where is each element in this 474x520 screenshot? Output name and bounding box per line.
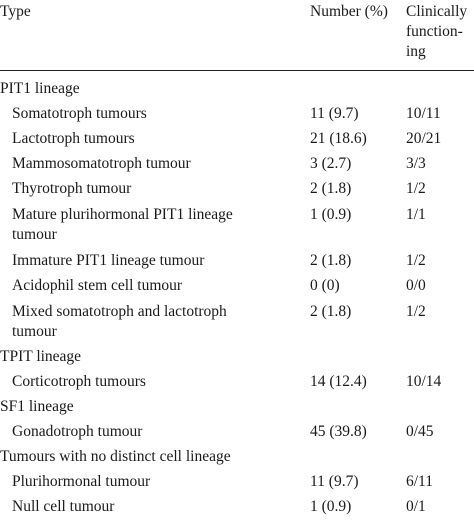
header-number: Number (%) [310, 3, 388, 20]
group-label: SF1 lineage [0, 398, 74, 415]
row-type: Thyrotroph tumour [12, 180, 132, 197]
row-type: Gonadotroph tumour [12, 423, 143, 440]
row-clinical: 1/2 [406, 180, 426, 197]
row-type: Immature PIT1 lineage tumour [12, 252, 205, 269]
group-label: Tumours with no distinct cell lineage [0, 448, 231, 465]
row-clinical: 10/11 [406, 105, 441, 122]
row-number: 21 (18.6) [310, 130, 367, 147]
row-number: 0 (0) [310, 277, 340, 294]
row-clinical: 1/1 [406, 206, 426, 223]
row-clinical: 10/14 [406, 373, 442, 390]
row-type: Somatotroph tumours [12, 105, 147, 122]
row-clinical: 1/2 [406, 252, 426, 269]
row-number: 11 (9.7) [310, 105, 359, 122]
header-clinically-1: Clinically [406, 3, 468, 20]
row-clinical: 0/1 [406, 498, 426, 515]
row-clinical: 6/11 [406, 473, 433, 490]
row-type: Corticotroph tumours [12, 373, 146, 390]
row-type: Mammosomatotroph tumour [12, 155, 191, 172]
row-number: 2 (1.8) [310, 180, 352, 197]
row-type-line2: tumour [12, 226, 57, 243]
row-clinical: 20/21 [406, 130, 442, 147]
header-rule [0, 70, 474, 71]
row-clinical: 1/2 [406, 303, 426, 320]
row-type: Null cell tumour [12, 498, 115, 515]
row-type: Lactotroph tumours [12, 130, 135, 147]
row-number: 2 (1.8) [310, 252, 352, 269]
row-type: Plurihormonal tumour [12, 473, 151, 490]
row-number: 11 (9.7) [310, 473, 359, 490]
row-type-line1: Mixed somatotroph and lactotroph [12, 303, 227, 320]
row-number: 14 (12.4) [310, 373, 367, 390]
row-number: 2 (1.8) [310, 303, 352, 320]
header-clinically-2: function- [406, 23, 463, 40]
row-number: 45 (39.8) [310, 423, 367, 440]
row-type-line2: tumour [12, 323, 57, 340]
header-type: Type [0, 3, 31, 20]
row-clinical: 0/45 [406, 423, 434, 440]
row-type-line1: Mature plurihormonal PIT1 lineage [12, 206, 233, 223]
row-number: 1 (0.9) [310, 498, 352, 515]
row-number: 1 (0.9) [310, 206, 352, 223]
row-type: Acidophil stem cell tumour [12, 277, 183, 294]
row-clinical: 0/0 [406, 277, 426, 294]
header-clinically-3: ing [406, 43, 426, 60]
group-label: PIT1 lineage [0, 80, 80, 97]
row-clinical: 3/3 [406, 155, 426, 172]
group-label: TPIT lineage [0, 348, 82, 365]
row-number: 3 (2.7) [310, 155, 352, 172]
